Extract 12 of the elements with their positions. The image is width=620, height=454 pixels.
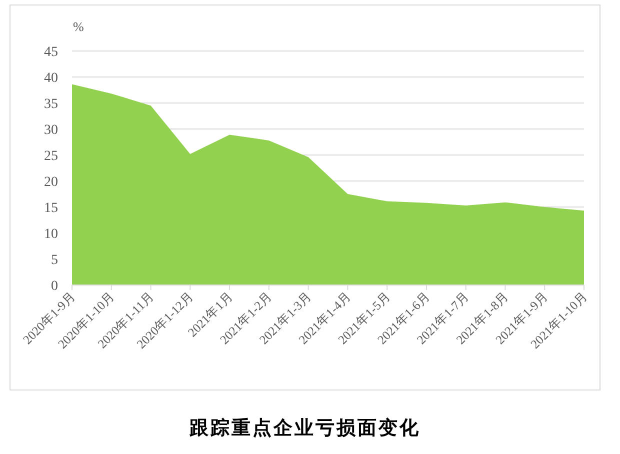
y-tick-label: 10 (44, 227, 58, 242)
y-tick-label: 35 (44, 97, 58, 112)
y-tick-label: 30 (44, 123, 58, 138)
y-tick-label: 15 (44, 201, 58, 216)
y-tick-label: 5 (51, 253, 58, 268)
y-tick-label: 45 (44, 45, 58, 60)
y-tick-label: 25 (44, 149, 58, 164)
y-tick-label: 0 (51, 279, 58, 294)
y-axis-title: % (73, 19, 84, 34)
y-tick-label: 40 (44, 71, 58, 86)
y-tick-label: 20 (44, 175, 58, 190)
text: 跟踪重点企业亏损面变化 (188, 417, 420, 439)
